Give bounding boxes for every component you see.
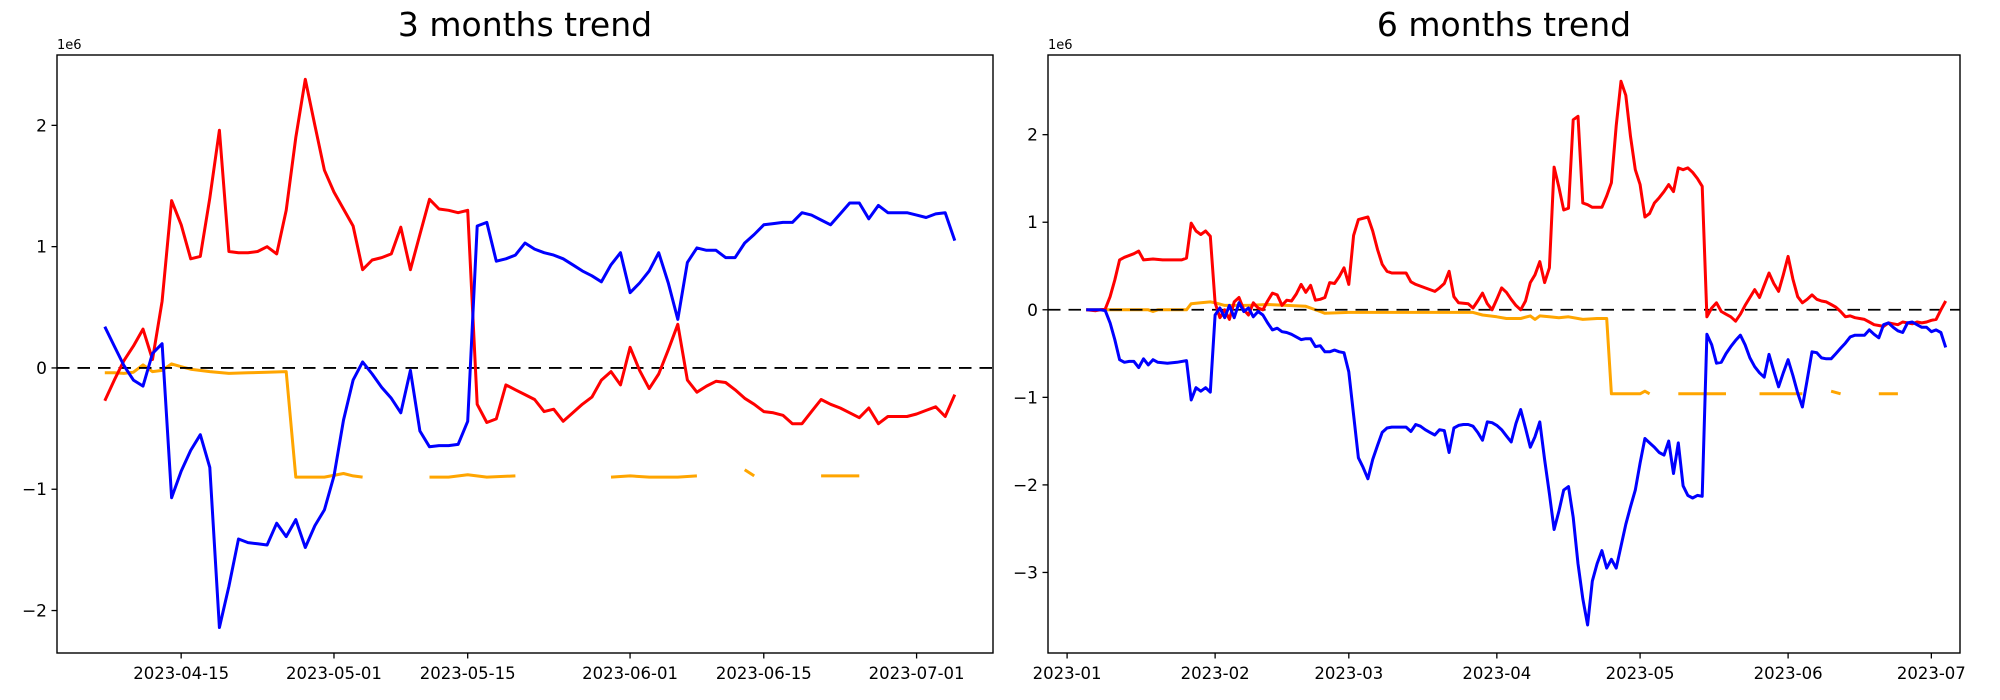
chart-3-months-trend: 2023-04-15 2023-05-01 2023-05-15 2023-06-01… — [22, 54, 994, 683]
series-red-line — [1086, 79, 1948, 328]
y-axis-tick-label: −1 — [1013, 388, 1038, 408]
y-axis-tick-label: 1 — [1027, 213, 1038, 233]
series-orange-segment — [104, 362, 363, 479]
x-axis-tick-label: 2023-02 — [1181, 664, 1250, 683]
y-axis-tick-label: −1 — [22, 480, 47, 500]
series-blue-line — [103, 201, 957, 629]
x-axis-tick-label: 2023-07-01 — [869, 664, 965, 683]
chart-left-title: 3 months trend — [398, 5, 652, 44]
x-axis-tick-label: 2023-05-01 — [286, 664, 382, 683]
x-axis-tick-label: 2023-07 — [1897, 664, 1966, 683]
x-axis-tick-label: 2023-05 — [1606, 664, 1675, 683]
y-axis-tick-label: 2 — [36, 116, 47, 136]
x-axis-tick-label: 2023-06-01 — [582, 664, 678, 683]
series-orange-segment — [610, 474, 697, 479]
y-axis-tick-label: 0 — [1027, 301, 1038, 321]
y-axis-tick-label: 0 — [36, 359, 47, 379]
chart-right-title: 6 months trend — [1377, 5, 1631, 44]
y-axis-tick-label: 2 — [1027, 126, 1038, 146]
axes-frame — [56, 54, 994, 654]
y-axis-tick-label: −3 — [1013, 563, 1038, 583]
series-orange-segment — [743, 468, 756, 478]
series-blue-line — [1086, 301, 1948, 627]
series-red-line — [103, 77, 957, 426]
y-axis-tick-label: −2 — [1013, 476, 1038, 496]
x-axis-tick-label: 2023-06 — [1754, 664, 1823, 683]
x-axis-tick-label: 2023-04 — [1462, 664, 1531, 683]
chart-right-y-offset-label: 1e6 — [1048, 38, 1073, 53]
x-axis-tick-label: 2023-05-15 — [420, 664, 516, 683]
series-orange-segment — [429, 473, 516, 479]
x-axis-tick-label: 2023-01 — [1033, 664, 1102, 683]
x-axis-tick-label: 2023-03 — [1314, 664, 1383, 683]
y-axis-tick-label: 1 — [36, 238, 47, 258]
chart-left-y-offset-label: 1e6 — [57, 38, 82, 53]
series-orange-segment — [1830, 389, 1841, 396]
x-axis-tick-label: 2023-06-15 — [716, 664, 812, 683]
axes-frame — [1047, 54, 1961, 654]
chart-6-months-trend: 2023-01 2023-02 2023-03 2023-04 2023-05 2023-… — [1013, 54, 1966, 683]
x-axis-tick-label: 2023-04-15 — [133, 664, 229, 683]
series-orange-segment — [1086, 300, 1651, 396]
y-axis-tick-label: −2 — [22, 602, 47, 622]
